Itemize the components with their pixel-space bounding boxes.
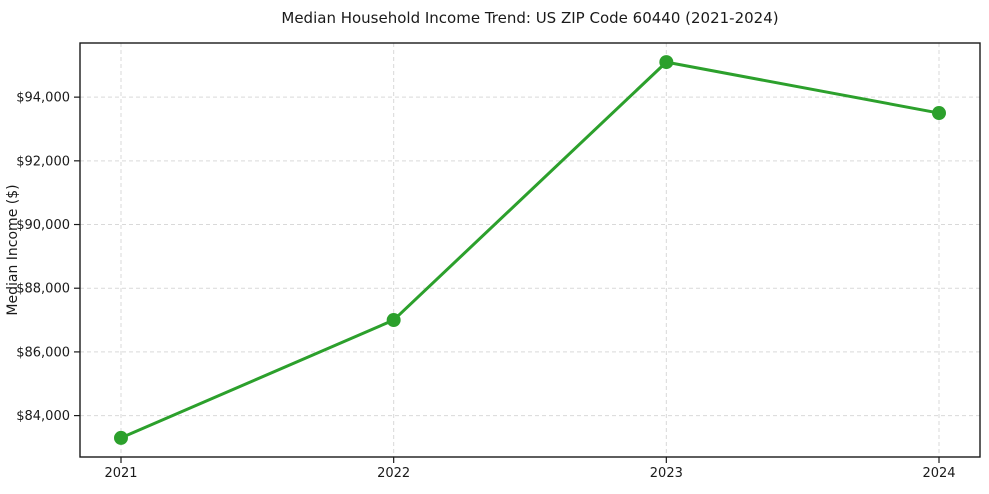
x-tick-label: 2023 xyxy=(650,466,683,481)
y-tick-label: $92,000 xyxy=(16,154,70,169)
y-tick-label: $94,000 xyxy=(16,91,70,106)
data-series xyxy=(114,55,946,445)
plot-border xyxy=(79,42,981,458)
income-trend-line xyxy=(119,60,941,440)
data-point-2022 xyxy=(386,313,401,328)
y-tick-label: $88,000 xyxy=(16,282,70,297)
chart-title: Median Household Income Trend: US ZIP Co… xyxy=(281,9,778,27)
y-tick-label: $84,000 xyxy=(16,409,70,424)
x-tick-label: 2021 xyxy=(104,466,137,481)
data-point-2024 xyxy=(932,106,946,121)
y-axis-label: Median Income ($) xyxy=(5,184,21,315)
y-tick-label: $90,000 xyxy=(16,218,70,233)
data-point-2023 xyxy=(659,55,674,70)
x-tick-label: 2022 xyxy=(377,466,410,481)
y-tick-label: $86,000 xyxy=(16,345,70,360)
data-point-2021 xyxy=(114,430,128,445)
x-tick-label: 2024 xyxy=(922,466,955,481)
x-axis-ticks: 2021 2022 2023 2024 xyxy=(104,457,956,481)
y-axis-ticks: $84,000 $86,000 $88,000 $90,000 $92,000 $94,0… xyxy=(16,91,80,424)
gridlines xyxy=(80,43,980,457)
